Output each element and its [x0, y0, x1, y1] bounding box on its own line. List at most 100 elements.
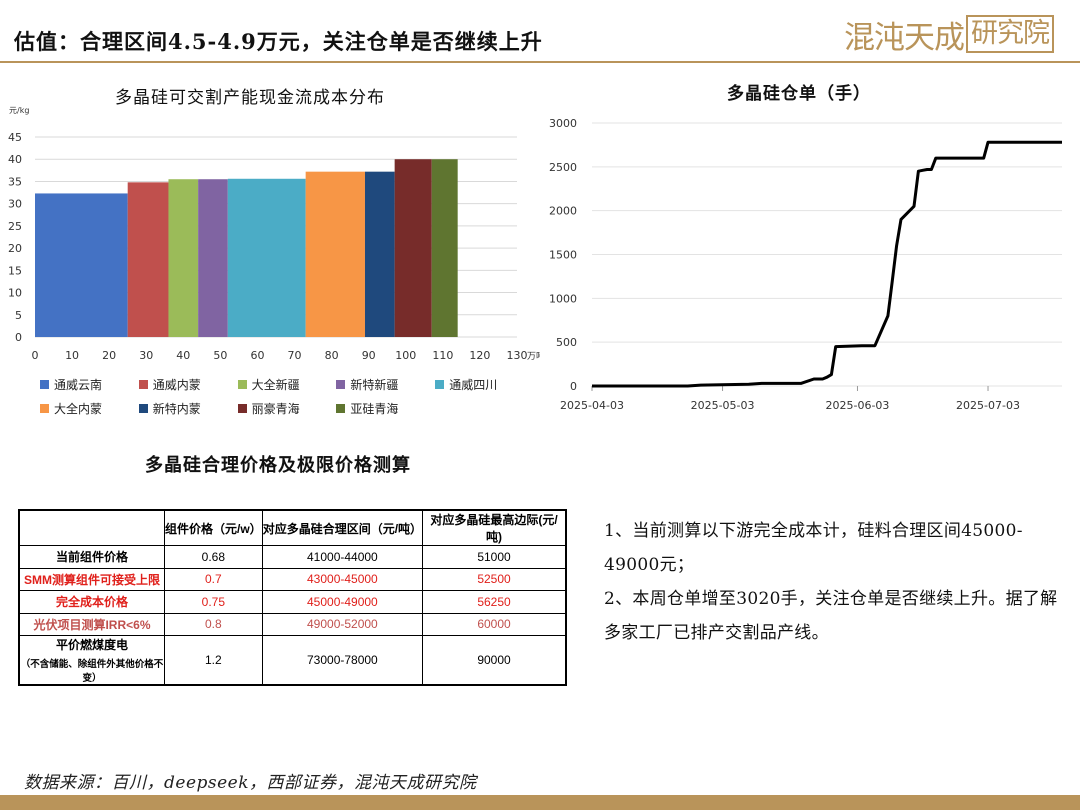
- row-label-cell: SMM测算组件可接受上限: [18, 567, 165, 591]
- legend-label: 丽豪青海: [251, 402, 300, 416]
- table-cell-range: 41000-44000: [261, 545, 424, 569]
- table-cell-price: 1.2: [163, 635, 263, 686]
- table-row: 当前组件价格 0.68 41000-44000 51000: [18, 545, 567, 569]
- bar-通威四川: [227, 178, 306, 337]
- footer-bar: [0, 795, 1080, 810]
- y-tick-label: 40: [8, 153, 22, 166]
- legend-swatch: [138, 404, 148, 413]
- table-row: 平价燃煤度电 （不含储能、除组件外其他价格不变） 1.2 73000-78000 900…: [18, 635, 567, 686]
- y-axis-unit: 元/kg: [9, 106, 29, 115]
- legend-label: 大全新疆: [251, 378, 300, 392]
- warehouse-receipt-line-chart: 0 500 1000 1500 2000 2500 3000 2025-04-03 2025-0…: [549, 117, 1062, 412]
- y-tick-label: 1000: [549, 292, 577, 305]
- y-tick-label: 0: [570, 380, 577, 393]
- x-tick-label: 10: [65, 349, 79, 362]
- row-sublabel: （不含储能、除组件外其他价格不变）: [20, 659, 164, 684]
- legend-item: 丽豪青海: [237, 400, 323, 417]
- table-cell-price: 0.75: [163, 590, 263, 614]
- bar-丽豪青海: [394, 159, 432, 337]
- x-tick-label: 80: [325, 349, 339, 362]
- company-logo: 混沌天成 研究院: [844, 14, 1056, 56]
- row-label: 光伏项目测算IRR<6%: [33, 617, 151, 632]
- header-divider: [0, 61, 1080, 63]
- legend-item: 新特内蒙: [138, 400, 224, 417]
- table-row: SMM测算组件可接受上限 0.7 43000-45000 52500: [18, 567, 567, 591]
- row-label-cell: 完全成本价格: [18, 590, 165, 614]
- page-title: 估值：合理区间4.5-4.9万元，关注仓单是否继续上升: [14, 29, 543, 54]
- legend-swatch: [336, 404, 346, 413]
- legend-swatch: [336, 380, 346, 389]
- y-tick-label: 3000: [549, 117, 577, 130]
- x-tick-label: 110: [432, 349, 453, 362]
- table-header-cell: [18, 509, 165, 546]
- legend-swatch: [237, 380, 247, 389]
- y-tick-label: 0: [15, 331, 22, 344]
- bar-新特内蒙: [364, 171, 395, 337]
- bar-chart-legend: 通威云南 通威内蒙 大全新疆 新特新疆 通威四川大全内蒙 新特内蒙 丽豪青海 亚硅青海: [40, 376, 520, 417]
- table-cell-price: 0.8: [163, 612, 263, 636]
- x-tick-label: 100: [395, 349, 416, 362]
- price-estimate-table: 组件价格（元/w） 对应多晶硅合理区间（元/吨） 对应多晶硅最高边际(元/吨) …: [18, 509, 567, 686]
- x-tick-label: 30: [139, 349, 153, 362]
- y-tick-label: 35: [8, 175, 22, 188]
- logo-text: 混沌天成: [844, 19, 965, 56]
- x-tick-label: 2025-04-03: [560, 399, 624, 412]
- x-tick-label: 120: [469, 349, 490, 362]
- row-label: 平价燃煤度电: [55, 638, 128, 652]
- y-tick-label: 2500: [549, 161, 577, 174]
- row-label: SMM测算组件可接受上限: [23, 572, 160, 587]
- legend-item: 大全新疆: [237, 376, 323, 393]
- table-cell-max: 56250: [422, 590, 567, 614]
- legend-item: 大全内蒙: [40, 400, 125, 417]
- x-tick-label: 60: [250, 349, 264, 362]
- x-tick-label: 0: [32, 349, 39, 362]
- legend-item: 通威内蒙: [138, 376, 224, 393]
- row-label-cell: 平价燃煤度电 （不含储能、除组件外其他价格不变）: [18, 635, 165, 686]
- x-tick-label: 2025-07-03: [956, 399, 1020, 412]
- table-cell-max: 90000: [422, 635, 567, 686]
- table-header-row: 组件价格（元/w） 对应多晶硅合理区间（元/吨） 对应多晶硅最高边际(元/吨): [18, 509, 567, 546]
- cost-distribution-bar-chart: 元/kg 0 5 10 15 20 25 30 35 40 45 0 10 20 30 40 50 60 70 80 9…: [8, 106, 540, 362]
- table-cell-max: 51000: [422, 545, 567, 569]
- legend-swatch: [138, 380, 148, 389]
- bar-亚硅青海: [431, 159, 458, 337]
- note-item: 2、本周仓单增至3020手，关注仓单是否继续上升。据了解多家工厂已排产交割品产线…: [604, 589, 1058, 643]
- y-tick-label: 500: [556, 336, 577, 349]
- table-cell-max: 52500: [422, 567, 567, 591]
- y-tick-label: 2000: [549, 205, 577, 218]
- legend-label: 通威内蒙: [152, 378, 201, 392]
- bar-新特新疆: [198, 179, 228, 337]
- bar-通威内蒙: [127, 182, 169, 337]
- legend-label: 新特内蒙: [152, 402, 201, 416]
- legend-item: 新特新疆: [336, 376, 421, 393]
- y-tick-label: 10: [8, 287, 22, 300]
- bar-通威云南: [35, 193, 128, 337]
- x-tick-label: 20: [102, 349, 116, 362]
- legend-label: 新特新疆: [350, 378, 399, 392]
- table-cell-range: 43000-45000: [261, 567, 424, 591]
- table-cell-price: 0.7: [163, 567, 263, 591]
- line-chart-title: 多晶硅仓单（手）: [727, 84, 871, 104]
- legend-item: 通威云南: [40, 376, 125, 393]
- table-header-cell: 对应多晶硅合理区间（元/吨）: [261, 509, 424, 546]
- table-header-cell: 组件价格（元/w）: [163, 509, 263, 546]
- y-tick-label: 25: [8, 220, 22, 233]
- y-tick-label: 45: [8, 131, 22, 144]
- y-tick-label: 30: [8, 198, 22, 211]
- row-label-cell: 光伏项目测算IRR<6%: [18, 612, 165, 636]
- note-item: 1、当前测算以下游完全成本计，硅料合理区间45000-49000元；: [604, 521, 1023, 575]
- table-cell-range: 73000-78000: [261, 635, 424, 686]
- table-cell-max: 60000: [422, 612, 567, 636]
- legend-label: 通威四川: [449, 378, 498, 392]
- legend-item: 亚硅青海: [336, 400, 421, 417]
- analysis-notes: 1、当前测算以下游完全成本计，硅料合理区间45000-49000元； 2、本周仓…: [604, 514, 1064, 650]
- row-label: 完全成本价格: [55, 595, 128, 610]
- receipt-series-line: [592, 140, 1062, 388]
- y-tick-label: 15: [8, 264, 22, 277]
- table-cell-price: 0.68: [163, 545, 263, 569]
- legend-label: 大全内蒙: [54, 402, 103, 416]
- x-axis-unit: 万吨: [527, 350, 540, 362]
- data-source-note: 数据来源：百川，deepseek，西部证券，混沌天成研究院: [24, 773, 477, 793]
- y-tick-label: 1500: [549, 249, 577, 262]
- x-tick-label: 40: [176, 349, 190, 362]
